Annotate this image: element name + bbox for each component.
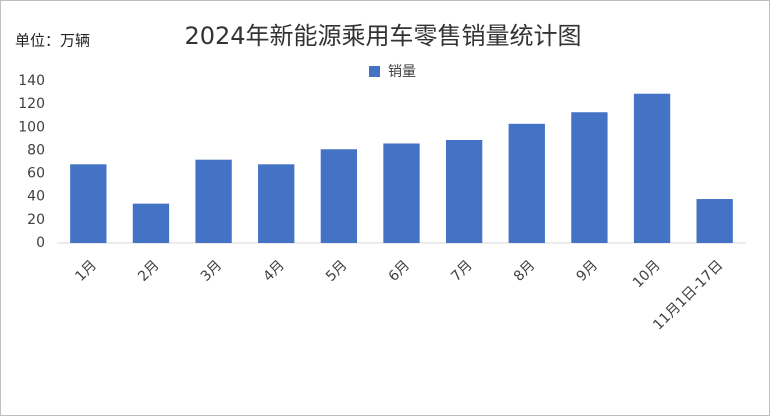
y-tick-label: 80 <box>27 142 45 158</box>
bar <box>383 143 420 243</box>
bar <box>258 164 295 243</box>
y-tick-label: 100 <box>18 119 45 135</box>
chart-title: 2024年新能源乘用车零售销量统计图 <box>184 22 581 50</box>
y-tick-label: 0 <box>36 235 45 251</box>
bar <box>132 203 170 243</box>
unit-label: 单位：万辆 <box>15 32 90 50</box>
y-tick-label: 20 <box>27 212 45 228</box>
bar <box>320 149 358 243</box>
y-tick-label: 40 <box>27 189 45 205</box>
bar <box>70 164 107 243</box>
legend-label: 销量 <box>388 64 416 80</box>
bar <box>696 199 733 243</box>
bar <box>633 93 671 243</box>
y-tick-label: 120 <box>18 96 45 112</box>
bar <box>508 123 545 243</box>
legend-swatch <box>369 66 380 77</box>
y-tick-label: 140 <box>18 73 45 89</box>
bar <box>445 140 483 243</box>
y-tick-label: 60 <box>27 166 45 182</box>
bar <box>195 159 232 243</box>
bar <box>571 112 608 243</box>
